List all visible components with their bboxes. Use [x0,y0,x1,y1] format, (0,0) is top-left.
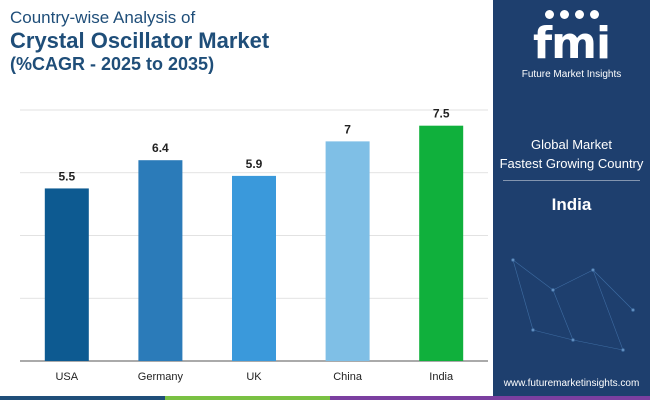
x-tick-label: UK [246,371,262,383]
logo-text: Future Market Insights [521,69,622,80]
website-url[interactable]: www.futuremarketinsights.com [503,378,640,389]
logo-mark: fmi [532,18,611,69]
x-tick-label: Germany [138,371,184,383]
data-label: 5.9 [246,157,263,171]
bar-usa [44,188,89,361]
chart-title-block: Country-wise Analysis of Crystal Oscilla… [10,8,480,75]
logo-dots-icon [493,10,650,19]
x-tick-label: India [429,371,454,383]
data-label: 7.5 [433,107,450,121]
bar-chart: 5.5 USA 6.4 Germany 5.9 UK 7 China 7.5 India [20,107,488,383]
x-tick-label: China [333,371,363,383]
bar-uk [232,175,276,361]
bottom-color-strip [0,396,650,400]
strip-segment [165,396,330,400]
title-line-2: Crystal Oscillator Market [10,28,270,53]
network-decoration [511,258,635,352]
strip-segment [330,396,650,400]
data-label: 7 [344,122,351,136]
x-tick-label: USA [55,371,78,383]
data-label: 6.4 [152,141,169,155]
title-line-1: Country-wise Analysis of [10,8,196,27]
fmi-logo: fmi Future Market Insights [493,10,650,80]
fastest-country: India [551,195,592,214]
panel-divider [503,180,640,181]
global-market-label: Global Market [531,137,612,152]
strip-segment [0,396,165,400]
data-label: 5.5 [58,169,75,183]
bar-india [419,125,464,361]
bar-germany [138,160,183,361]
bar-china [325,141,370,361]
title-line-3: (%CAGR - 2025 to 2035) [10,54,215,74]
fastest-growing-label: Fastest Growing Country [499,156,644,171]
right-panel: fmi Future Market Insights Global Market… [493,0,650,400]
